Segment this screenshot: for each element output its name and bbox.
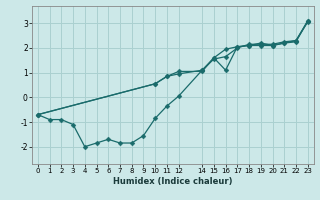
X-axis label: Humidex (Indice chaleur): Humidex (Indice chaleur) [113,177,233,186]
